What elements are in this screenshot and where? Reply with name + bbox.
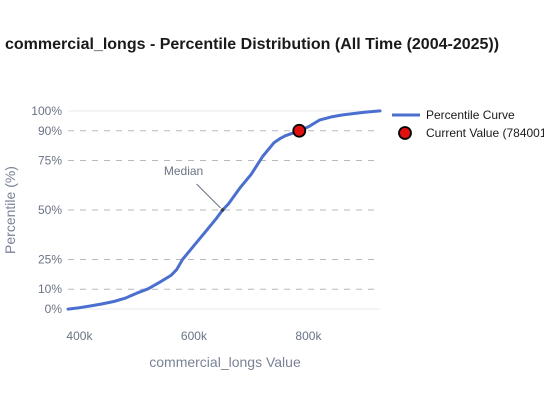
legend: Percentile Curve Current Value (784001) — [392, 108, 544, 140]
y-tick-label: 25% — [38, 253, 62, 267]
current-value-marker — [292, 123, 307, 138]
chart-title: commercial_longs - Percentile Distributi… — [5, 36, 500, 53]
median-label: Median — [164, 164, 203, 178]
median-point — [220, 208, 225, 212]
x-tick-label: 600k — [181, 329, 208, 343]
legend-label-percentile-curve: Percentile Curve — [426, 108, 515, 122]
x-tick-label: 400k — [66, 329, 93, 343]
y-tick-label: 90% — [38, 124, 62, 138]
median-annotation: Median — [164, 164, 225, 212]
x-tick-label: 800k — [295, 329, 322, 343]
x-axis-label: commercial_longs Value — [149, 354, 301, 370]
y-tick-label: 100% — [31, 104, 62, 118]
y-tick-labels: 0% 10% 25% 50% 75% 90% 100% — [31, 104, 62, 316]
y-axis-label: Percentile (%) — [2, 166, 18, 254]
legend-label-current-value: Current Value (784001) — [426, 126, 544, 140]
y-tick-label: 0% — [45, 302, 63, 316]
y-tick-label: 10% — [38, 282, 62, 296]
median-arrow — [196, 183, 221, 209]
y-tick-label: 50% — [38, 203, 62, 217]
x-tick-labels: 400k 600k 800k — [66, 329, 322, 343]
legend-swatch-current-value — [398, 126, 412, 140]
y-tick-label: 75% — [38, 153, 62, 167]
